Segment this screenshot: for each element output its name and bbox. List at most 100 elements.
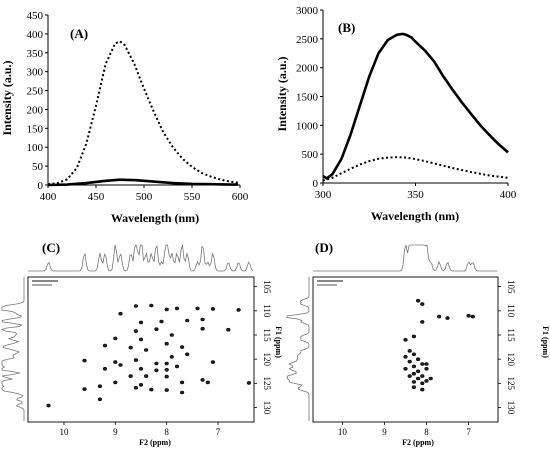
panel-d-xtick-label: 8 — [424, 427, 429, 437]
panel-c-peak — [164, 361, 169, 366]
panel-c-peak — [102, 366, 108, 371]
panel-a-xtick-label: 450 — [88, 191, 105, 203]
panel-c-peak — [210, 360, 215, 364]
panel-b-ytick-label: 2500 — [296, 34, 319, 46]
panel-c-peak — [164, 388, 169, 392]
panel-a-series-solid-line — [47, 178, 239, 187]
panel-c-plot-frame — [27, 276, 255, 423]
panel-c-ytick-label: 110 — [262, 304, 272, 318]
panel-d-peak — [407, 359, 412, 364]
panel-c-peak — [46, 403, 51, 408]
panel-c-peak — [159, 319, 164, 324]
panel-d-peak — [445, 316, 450, 320]
panel-c-xlabel: F2 (ppm) — [139, 438, 171, 447]
panel-a-ylabel: Intensity (a.u.) — [0, 60, 14, 135]
panel-d-peak — [420, 374, 425, 378]
panel-c-peak — [205, 380, 210, 385]
panel-c-ytick-label: 120 — [262, 352, 272, 366]
panel-d-peak — [420, 387, 425, 392]
panel-b-xlabel: Wavelength (nm) — [371, 209, 459, 223]
panel-a-ytick-label: 150 — [27, 123, 44, 135]
panel-a-xtick-label: 550 — [184, 191, 201, 203]
panel-d-peak — [416, 369, 421, 374]
panel-c-peak — [97, 384, 102, 389]
panel-d-peak — [416, 298, 421, 303]
panel-d-peak — [411, 385, 417, 390]
panel-d-peak — [428, 376, 433, 381]
panel-c-peak — [144, 348, 149, 352]
panel-d-label: (D) — [315, 240, 333, 255]
panel-c-peak — [164, 374, 169, 379]
panel-d-peak — [411, 371, 417, 376]
panel-c-peak — [200, 326, 205, 331]
panel-a-ytick-label: 200 — [27, 104, 44, 116]
panel-c-peak — [144, 374, 149, 378]
panel-c-peak — [118, 363, 123, 367]
panel-d-header-mark — [317, 284, 337, 286]
panel-c-peak — [138, 320, 144, 325]
panel-c-peak — [133, 329, 138, 333]
panel-d-peak — [403, 354, 408, 359]
panel-d-ytick-label: 110 — [506, 304, 516, 318]
panel-c-peak — [164, 367, 169, 372]
panel-c-peak — [133, 385, 138, 390]
panel-d-peak — [403, 337, 408, 342]
panel-a-ytick-label: 50 — [32, 161, 44, 173]
panel-c-label: (C) — [42, 240, 60, 255]
panel-c-left-projection — [0, 277, 25, 421]
panel-a-ytick-label: 400 — [27, 29, 44, 41]
panel-d-ytick-label: 125 — [506, 377, 516, 391]
panel-d-peak — [407, 374, 412, 378]
panel-c-peak — [133, 304, 138, 308]
panel-b-ytick-label: 1000 — [296, 120, 319, 132]
panel-d-peak — [416, 376, 421, 381]
panel-d-ytick-label: 115 — [506, 328, 516, 342]
panel-a-ytick-label: 100 — [27, 142, 44, 154]
panel-c-peak — [180, 345, 185, 349]
panel-b-xtick-label: 350 — [407, 189, 424, 201]
panel-c-peak — [113, 336, 118, 341]
panel-c-peak — [118, 311, 123, 316]
panel-d-top-projection — [313, 244, 498, 272]
panel-d-peak — [411, 352, 417, 357]
panel-d-xlabel: F2 (ppm) — [402, 438, 434, 447]
panel-d-peak — [424, 362, 429, 366]
panel-c-peak — [154, 368, 159, 373]
panel-c-peak — [195, 306, 200, 311]
panel-c-peak — [174, 364, 180, 369]
panel-a-ytick-label: 450 — [27, 10, 44, 22]
panel-c-peak — [97, 397, 102, 402]
panel-c-peak — [149, 387, 154, 392]
panel-c-peak — [169, 333, 174, 337]
panel-c-peak — [226, 327, 231, 332]
panel-a-label: (A) — [70, 26, 88, 41]
panel-d-peak — [411, 334, 417, 339]
panel-c-xtick-label: 8 — [164, 427, 169, 437]
panel-c-xtick-label: 10 — [59, 427, 69, 437]
panel-c-header-mark — [32, 280, 58, 282]
panel-c-xtick-label: 9 — [113, 427, 118, 437]
panel-d-xtick-label: 7 — [466, 427, 471, 437]
panel-c-ytick-label: 105 — [262, 280, 272, 294]
panel-d-peak — [420, 302, 425, 306]
panel-d-peak — [411, 380, 417, 384]
panel-a-ytick-label: 250 — [27, 86, 44, 98]
panel-c-peak — [200, 378, 205, 382]
panel-b-ytick-label: 1500 — [296, 92, 319, 104]
panel-b-label: (B) — [338, 20, 355, 35]
panel-c-top-projection — [28, 243, 254, 272]
panel-d-peak — [420, 381, 425, 386]
panel-a-series-dotted-line — [47, 40, 239, 186]
panel-c-peak — [149, 303, 154, 308]
panel-a-xtick-label: 600 — [232, 191, 249, 203]
panel-b-series-solid-line — [322, 32, 509, 180]
panel-d-peak — [407, 349, 412, 353]
panel-c-peak — [180, 390, 185, 395]
panel-a-xtick-label: 500 — [136, 191, 153, 203]
panel-a-ytick-label: 350 — [27, 48, 44, 60]
panel-b-ytick-label: 2000 — [296, 63, 319, 75]
panel-c-peak — [164, 341, 169, 346]
panel-b-ylabel: Intensity (a.u.) — [275, 56, 289, 131]
panel-c-peak — [113, 360, 118, 364]
